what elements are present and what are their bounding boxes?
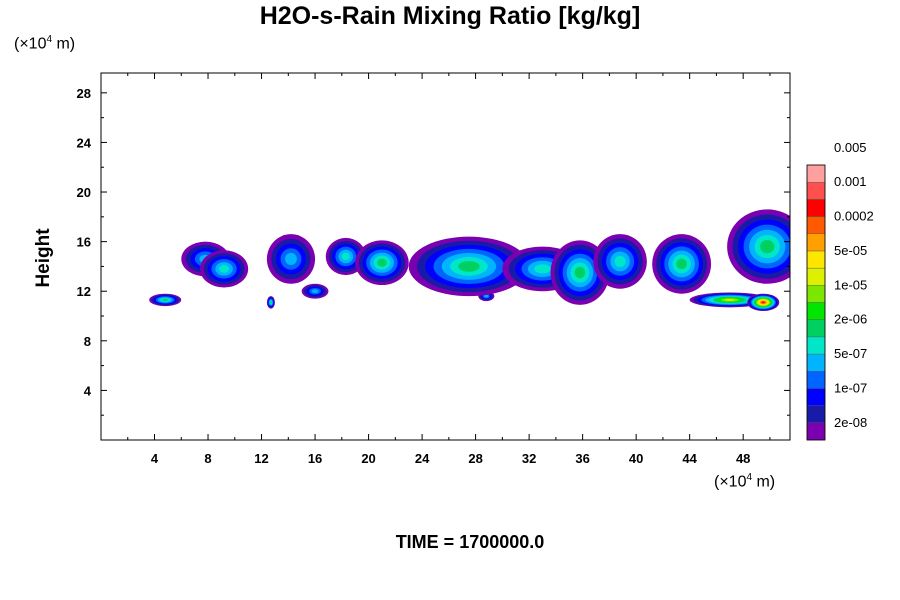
colorbar-label: 2e-08 [834, 415, 867, 430]
x-tick-label: 20 [361, 451, 375, 466]
colorbar-swatch [806, 336, 826, 355]
colorbar-label: 0.0002 [834, 209, 874, 224]
data-cell-8-level-4 [484, 294, 489, 298]
y-tick-label: 16 [77, 235, 91, 250]
data-cell-4-level-4 [285, 252, 297, 266]
y-tick-label: 28 [77, 86, 91, 101]
colorbar-swatch [806, 388, 826, 406]
y-tick-label: 20 [77, 185, 91, 200]
data-cell-11-level-6 [574, 266, 586, 279]
colorbar-swatch [806, 302, 826, 320]
x-tick-label: 16 [308, 451, 322, 466]
data-cell-6-level-5 [341, 252, 350, 261]
x-unit-exponent: 4 [746, 472, 753, 483]
colorbar-swatch [806, 233, 826, 252]
x-tick-label: 44 [682, 451, 697, 466]
colorbar-swatch [806, 353, 826, 372]
y-unit-prefix: (×10 [14, 35, 47, 53]
x-tick-label: 24 [415, 451, 430, 466]
x-tick-label: 36 [575, 451, 589, 466]
colorbar-label: 5e-05 [834, 243, 867, 258]
colorbar-swatch [806, 422, 826, 441]
y-axis-label: Height [33, 228, 54, 288]
colorbar-swatch [806, 285, 826, 303]
data-cell-2-level-5 [219, 265, 230, 273]
x-tick-label: 40 [629, 451, 643, 466]
time-label: TIME = 1700000.0 [395, 532, 545, 552]
x-tick-label: 28 [468, 451, 482, 466]
data-cell-5-level-4 [311, 289, 319, 294]
y-tick-label: 12 [77, 284, 91, 299]
data-cell-10-level-5 [534, 264, 551, 274]
x-tick-label: 8 [204, 451, 211, 466]
y-tick-label: 8 [84, 334, 91, 349]
x-tick-label: 48 [736, 451, 750, 466]
x-tick-label: 4 [151, 451, 159, 466]
colorbar-swatch [806, 405, 826, 424]
y-tick-label: 24 [77, 135, 92, 150]
colorbar-swatch [806, 216, 826, 234]
data-cell-9-level-6 [458, 261, 480, 272]
colorbar-label: 1e-07 [834, 380, 867, 395]
x-unit-prefix: (×10 [714, 473, 747, 491]
data-cell-7-level-6 [377, 258, 387, 267]
colorbar-swatch [806, 267, 826, 286]
colorbar: 2e-08 1e-07 5e-07 2e-06 1e-05 5e-05 0.0002 0.00… [806, 140, 874, 441]
data-cells [149, 209, 790, 312]
colorbar-label: 2e-06 [834, 312, 867, 327]
x-unit-label: (×104 m) [714, 472, 775, 491]
data-cell-14-level-9 [724, 298, 735, 301]
y-tick-label: 4 [84, 383, 92, 398]
colorbar-swatch [806, 371, 826, 389]
colorbar-label: 0.005 [834, 140, 867, 155]
colorbar-label: 1e-05 [834, 277, 867, 292]
data-cell-16-level-6 [760, 239, 775, 254]
colorbar-label: 0.001 [834, 174, 867, 189]
colorbar-swatch [806, 250, 826, 269]
x-tick-label: 12 [254, 451, 268, 466]
data-cell-13-level-6 [676, 258, 687, 270]
colorbar-swatch [806, 164, 826, 183]
colorbar-frame [806, 164, 826, 441]
colorbar-swatch [806, 199, 826, 217]
y-unit-label: (×104 m) [14, 34, 75, 53]
x-tick-label: 32 [522, 451, 536, 466]
colorbar-label: 5e-07 [834, 346, 867, 361]
data-cell-12-level-5 [614, 255, 626, 268]
y-unit-exponent: 4 [46, 34, 53, 45]
plot-frame [100, 72, 791, 441]
colorbar-swatch [806, 181, 826, 200]
colorbar-swatch [806, 319, 826, 338]
chart-title: H2O-s-Rain Mixing Ratio [kg/kg] [259, 2, 641, 30]
x-unit-suffix: m) [752, 473, 776, 491]
data-cell-3-level-6 [270, 301, 272, 304]
data-cell-15-level-13 [761, 301, 765, 304]
data-cell-0-level-6 [162, 298, 169, 301]
y-unit-suffix: m) [52, 35, 76, 53]
